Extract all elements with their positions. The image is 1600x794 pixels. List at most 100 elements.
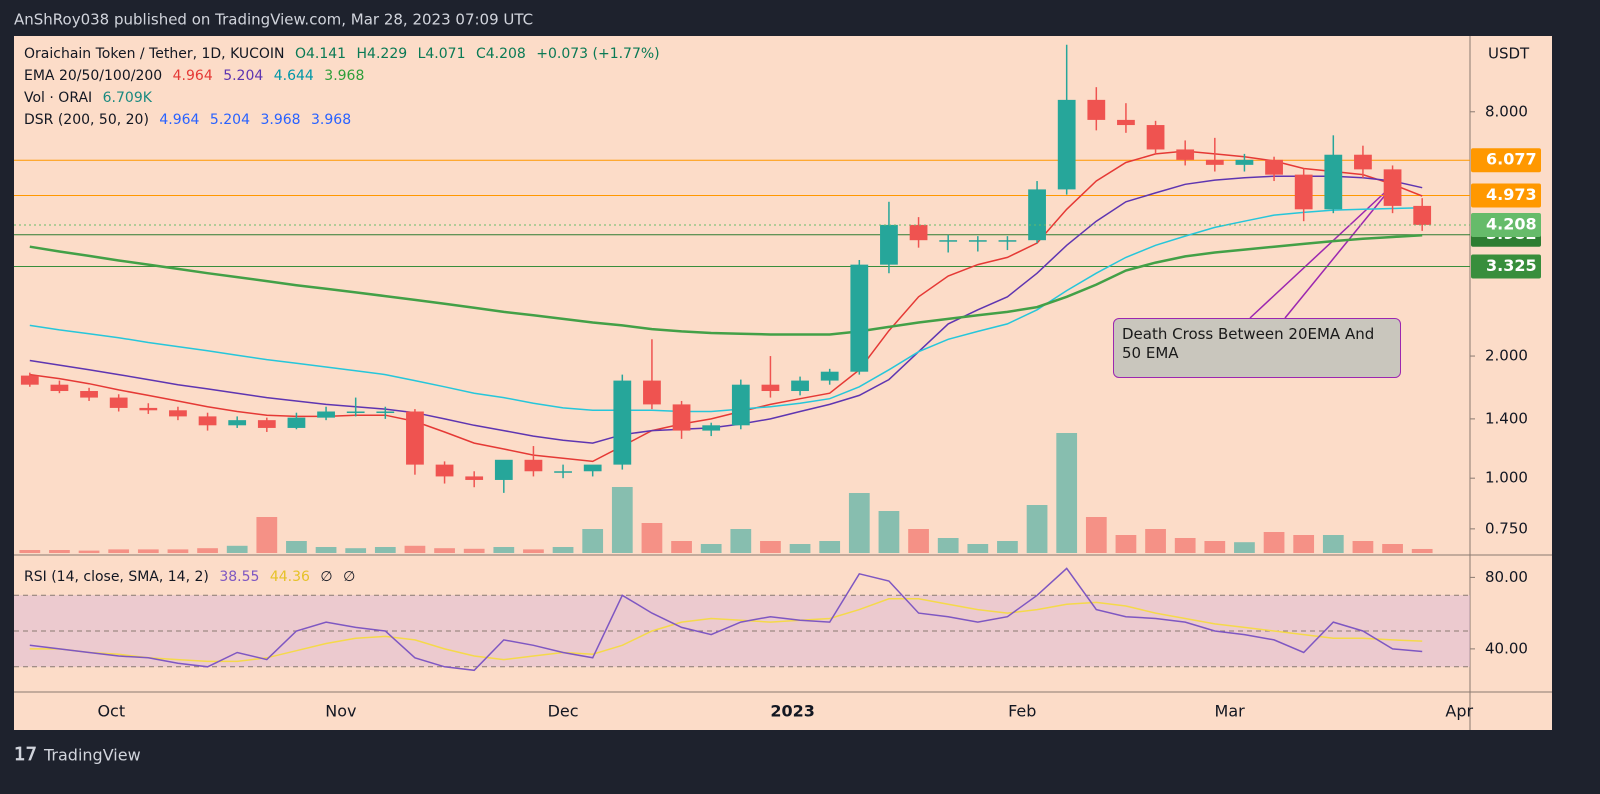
volume-bar — [937, 538, 959, 553]
dsr-value: 3.968 — [260, 112, 301, 128]
candle-body — [880, 224, 898, 265]
rsi-tick-label: 40.00 — [1485, 639, 1528, 657]
candle-body — [583, 464, 602, 472]
candle-body — [1028, 189, 1046, 241]
symbol-legend: Oraichain Token / Tether, 1D, KUCOIN O4.… — [24, 46, 666, 62]
volume-bar — [967, 544, 989, 553]
candle-body — [109, 397, 128, 408]
volume-bar — [908, 529, 929, 553]
candle-body — [1413, 205, 1432, 225]
dsr-value: 3.968 — [311, 112, 352, 128]
candle-body — [643, 380, 661, 405]
ema-line — [29, 233, 1423, 336]
price-label-bg — [1471, 183, 1541, 208]
candle-body — [672, 404, 691, 431]
price-label: 3.325 — [1486, 256, 1537, 275]
volume-bar — [1174, 538, 1196, 553]
rsi-tick-label: 80.00 — [1485, 568, 1528, 586]
volume-bar — [878, 511, 900, 553]
candle-body — [939, 240, 958, 242]
ema-value: 4.644 — [273, 68, 314, 84]
x-tick-label: Mar — [1215, 702, 1246, 721]
volume-bar — [997, 541, 1018, 553]
volume-bar — [1204, 541, 1226, 553]
dsr-value: 4.964 — [159, 112, 200, 128]
dsr-label: DSR (200, 50, 20) — [24, 112, 149, 128]
ema-value: 5.204 — [223, 68, 264, 84]
rsi-value: ∅ — [320, 569, 333, 585]
rsi-value: 38.55 — [219, 569, 260, 585]
ohlc: H4.229 — [356, 46, 408, 62]
chart-area — [14, 36, 1552, 730]
vol-legend: Vol · ORAI 6.709K — [24, 90, 158, 106]
dsr-legend: DSR (200, 50, 20) 4.964 5.204 3.968 3.96… — [24, 112, 357, 128]
volume-bar — [256, 517, 278, 553]
volume-bar — [1115, 535, 1137, 553]
price-label-bg — [1471, 254, 1541, 279]
rsi-label: RSI (14, close, SMA, 14, 2) — [24, 569, 209, 585]
dsr-value: 5.204 — [209, 112, 251, 128]
volume-bar — [1322, 535, 1344, 553]
volume-bar — [760, 541, 781, 553]
volume-bar — [1085, 517, 1107, 553]
volume-bar — [552, 547, 574, 553]
volume-bar — [137, 549, 159, 553]
candle-body — [1146, 125, 1165, 150]
top-bar — [0, 0, 1600, 36]
volume-bar — [374, 547, 396, 553]
candle-body — [1383, 169, 1402, 206]
volume-bar — [197, 548, 218, 553]
price-label: 6.077 — [1486, 150, 1537, 169]
volume-bar — [671, 541, 692, 553]
annotation: Death Cross Between 20EMA And 50 EMA — [1113, 318, 1401, 378]
volume-bar — [345, 548, 367, 553]
candle-body — [1057, 99, 1076, 190]
publisher: AnShRoy038 published on TradingView.com,… — [14, 11, 533, 29]
volume-bar — [523, 549, 544, 553]
price-label-bg — [1471, 148, 1541, 173]
price-label: 4.973 — [1486, 185, 1537, 204]
candle-body — [20, 375, 39, 385]
volume-bar — [315, 547, 337, 553]
ema-line — [29, 207, 1423, 413]
candle-body — [998, 240, 1017, 242]
volume-bar — [1352, 541, 1374, 553]
candle-body — [791, 380, 809, 392]
volume-bar — [226, 545, 248, 553]
candle-body — [406, 411, 424, 465]
candle-body — [50, 384, 69, 392]
candle-body — [1235, 159, 1254, 165]
candle-body — [494, 459, 513, 480]
volume-bar — [434, 548, 455, 553]
x-tick-label: Apr — [1445, 702, 1473, 721]
candle-body — [376, 411, 395, 414]
volume-bar — [819, 541, 841, 553]
candle-body — [554, 471, 572, 473]
arrow — [1249, 182, 1396, 319]
volume-bar — [1411, 548, 1433, 553]
y-tick-label: 2.000 — [1485, 347, 1528, 365]
vol-label: Vol · ORAI — [24, 90, 93, 106]
rsi-legend: RSI (14, close, SMA, 14, 2) 38.55 44.36 … — [24, 569, 361, 585]
volume-bar — [789, 544, 811, 553]
ohlc: O4.141 — [294, 46, 347, 62]
volume-bar — [1145, 529, 1166, 553]
symbol: Oraichain Token / Tether, 1D, KUCOIN — [24, 46, 285, 62]
ema-line — [29, 175, 1423, 444]
x-tick-label: Feb — [1008, 702, 1036, 721]
volume-bar — [730, 529, 752, 553]
rsi-value: ∅ — [343, 569, 356, 585]
x-tick-label: Dec — [548, 702, 579, 721]
rsi-line — [29, 567, 1423, 672]
candle-body — [317, 411, 335, 418]
candle-body — [1265, 159, 1283, 175]
candle-body — [1176, 149, 1195, 160]
candle-body — [287, 417, 306, 428]
logo-mark: 𝟣𝟩 — [14, 744, 37, 765]
candle-body — [909, 224, 928, 241]
y-tick-label: 8.000 — [1485, 102, 1528, 120]
rsi-value: 44.36 — [269, 569, 310, 585]
volume-bar — [700, 544, 722, 553]
candle-body — [820, 371, 839, 381]
